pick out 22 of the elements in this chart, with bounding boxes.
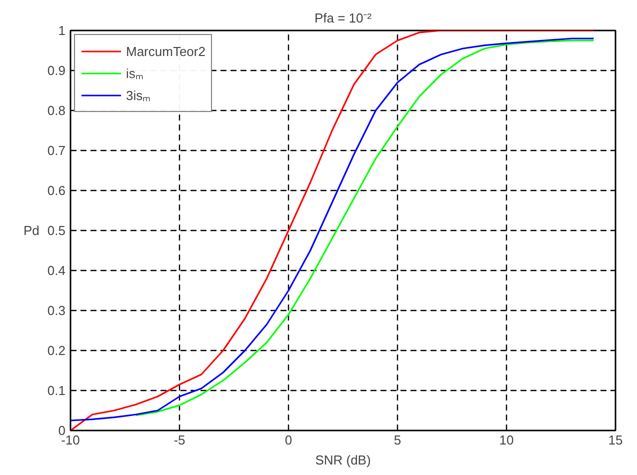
y-tick-label: 0.4 [47,263,66,278]
legend-label: 3isₘ [126,87,151,104]
x-tick-label: 10 [499,432,514,448]
y-tick-label: 0.8 [47,103,66,118]
chart-title: Pfa = 10⁻² [314,10,372,26]
y-tick-label: 0.3 [47,303,66,318]
y-axis-title: Pd [24,223,40,238]
y-tick-label: 0.7 [47,143,66,158]
x-tick-label: 0 [284,432,292,448]
y-tick-label: 0.6 [47,183,66,198]
x-tick-label: 15 [608,432,623,448]
y-tick-label: 0.2 [47,343,66,358]
legend-label: MarcumTeor2 [126,44,206,58]
legend-label: isₘ [126,65,144,82]
y-tick-label: 1 [58,23,66,38]
y-tick-label: 0.1 [47,383,66,398]
y-tick-label: 0 [58,423,66,438]
x-tick-label: -5 [174,432,186,448]
y-tick-label: 0.9 [47,63,66,78]
x-axis-title: SNR (dB) [315,452,371,468]
x-tick-label: 5 [394,432,402,448]
y-tick-label: 0.5 [47,223,66,238]
